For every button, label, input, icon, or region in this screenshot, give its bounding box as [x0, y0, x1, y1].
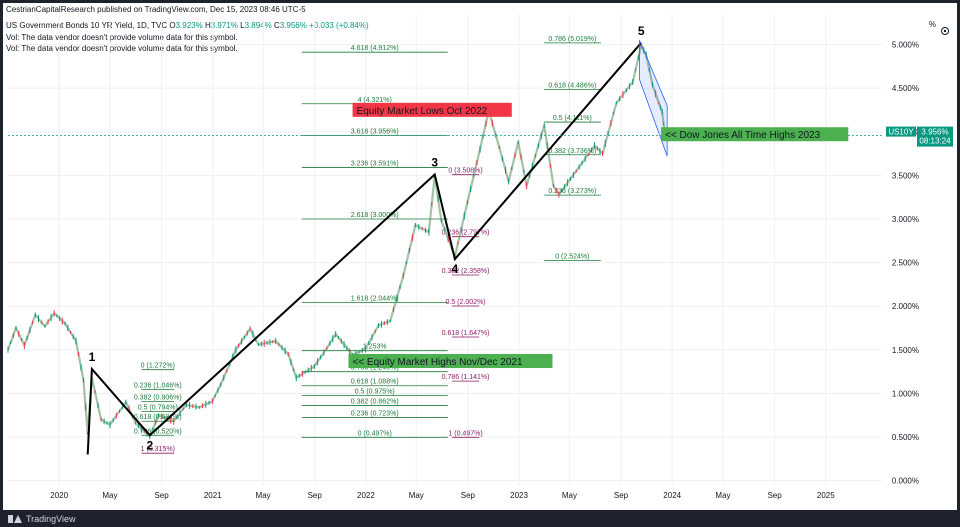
- annotation-label: << Equity Market Highs Nov/Dec 2021: [352, 357, 523, 368]
- fib-level-label: 1.253%: [363, 344, 387, 351]
- fib-level-label: 3.236 (3.591%): [351, 160, 399, 167]
- fib-level-label: 0.382 (0.906%): [134, 395, 182, 402]
- fib-level-label: 0.5 (0.794%): [138, 404, 178, 411]
- brand-label: TradingView: [26, 514, 76, 524]
- x-tick-label: Sep: [614, 491, 629, 500]
- fib-level-label: 0.786 (0.520%): [134, 428, 182, 435]
- fib-level-label: 0 (0.497%): [358, 430, 392, 437]
- fib-level-label: 3.618 (3.956%): [351, 129, 399, 136]
- y-tick-label: 2.500%: [892, 259, 919, 268]
- ohlc-close-key: C: [273, 21, 280, 30]
- wave-label-2: 2: [146, 438, 153, 452]
- x-tick-label: Sep: [767, 491, 782, 500]
- fib-level-label: 0.236 (3.273%): [548, 188, 596, 195]
- price-badge-symbol: US10Y: [888, 128, 914, 137]
- footer-bar: TradingView: [0, 510, 960, 527]
- fib-level-label: 0.786 (1.249%): [351, 365, 399, 372]
- x-tick-label: May: [715, 491, 730, 500]
- fib-level-label: 0.618 (1.088%): [351, 379, 399, 386]
- volume-note-2: Vol: The data vendor doesn't provide vol…: [6, 44, 238, 53]
- ohlc-low-key: L: [240, 21, 245, 30]
- x-tick-label: May: [409, 491, 424, 500]
- price-chart[interactable]: 0.000% 0.500% 1.000% 1.500% 2.000% 2.500% 3.00…: [0, 0, 960, 510]
- ohlc-high: 3.971%: [210, 21, 238, 30]
- ohlc-open-key: O: [169, 21, 176, 30]
- x-tick-label: Sep: [461, 491, 476, 500]
- annotation-box: [352, 102, 512, 117]
- fib-level-label: 4.618 (4.912%): [351, 45, 399, 52]
- fib-level-label: 0.236 (1.046%): [134, 382, 182, 389]
- fib-level-label: 1 (0.315%): [141, 446, 175, 453]
- wave-label-4: 4: [452, 262, 459, 276]
- x-tick-label: May: [562, 491, 577, 500]
- y-tick-label: 0.500%: [892, 433, 919, 442]
- fib-level-label: 0.786 (5.019%): [548, 36, 596, 43]
- fib-level-label: 1 (0.497%): [448, 430, 482, 437]
- tradingview-icon: [8, 515, 22, 523]
- fib-level-label: 1.618 (2.044%): [351, 295, 399, 302]
- descending-channel: [639, 40, 668, 157]
- x-tick-label: 2023: [510, 491, 528, 500]
- fib-level-label: 0.618 (4.486%): [548, 82, 596, 89]
- x-tick-label: Sep: [154, 491, 169, 500]
- fib-level-label: 0 (2.524%): [555, 253, 589, 260]
- y-tick-label: 0.000%: [892, 477, 919, 486]
- x-tick-label: May: [256, 491, 271, 500]
- fib-level-label: 0.5 (4.111%): [553, 115, 592, 122]
- x-tick-label: 2025: [817, 491, 835, 500]
- fib-level-label: 0.382 (3.736%): [548, 148, 596, 155]
- wave-label-5: 5: [638, 24, 645, 38]
- settings-icon[interactable]: [940, 23, 950, 35]
- fib-level-label: 0.236 (0.723%): [351, 411, 399, 418]
- x-tick-label: 2024: [663, 491, 681, 500]
- x-tick-label: 2020: [50, 491, 68, 500]
- ohlc-high-key: H: [204, 21, 211, 30]
- y-tick-label: 1.500%: [892, 346, 919, 355]
- annotation-box: [348, 354, 553, 369]
- elliott-impulse-line: [86, 42, 642, 455]
- price-badge-price: 3.956%: [921, 128, 948, 137]
- y-tick-label: 1.000%: [892, 389, 919, 398]
- fib-level-label: 4 (4.321%): [358, 97, 392, 104]
- wave-label-1: 1: [89, 350, 96, 364]
- y-tick-label: 4.500%: [892, 84, 919, 93]
- fib-level-label: 0.382 (2.358%): [442, 268, 490, 275]
- fib-level-label: 2.618 (3.000%): [351, 212, 399, 219]
- y-tick-label: 2.000%: [892, 302, 919, 311]
- x-tick-label: 2022: [357, 491, 375, 500]
- annotation-box: [661, 127, 849, 142]
- fib-level-label: 0.236 (2.797%): [442, 230, 490, 237]
- ohlc-change: +0.033 (+0.84%): [309, 21, 369, 30]
- volume-note-1: Vol: The data vendor doesn't provide vol…: [6, 33, 238, 42]
- wave-label-3: 3: [431, 155, 438, 169]
- ohlc-close: 3.956%: [279, 21, 307, 30]
- y-tick-label: 3.000%: [892, 215, 919, 224]
- x-tick-label: Sep: [308, 491, 323, 500]
- x-tick-label: 2021: [204, 491, 222, 500]
- fib-level-label: 0 (1.272%): [141, 363, 175, 370]
- symbol-legend[interactable]: US Government Bonds 10 YR Yield, 1D, TVC…: [6, 21, 369, 31]
- y-tick-label: 5.000%: [892, 41, 919, 50]
- x-tick-label: May: [102, 491, 117, 500]
- percent-scale-button[interactable]: %: [928, 20, 936, 29]
- annotation-label: Equity Market Lows Oct 2022: [357, 106, 488, 117]
- fib-level-label: 0.618 (1.647%): [442, 330, 490, 337]
- tradingview-logo[interactable]: TradingView: [8, 514, 76, 524]
- price-badge-symbol-bg: [886, 126, 916, 137]
- price-badge-countdown: 08:13:24: [919, 137, 951, 146]
- symbol-title: US Government Bonds 10 YR Yield, 1D, TVC: [6, 21, 168, 30]
- price-badge-bg: [917, 126, 953, 147]
- fib-level-label: 0.382 (0.862%): [351, 398, 399, 405]
- fib-level-label: 0.786 (1.141%): [442, 374, 490, 381]
- annotation-label: << Dow Jones All Time Highs 2023: [665, 130, 821, 141]
- ohlc-low: 3.894%: [244, 21, 272, 30]
- fib-level-label: 0 (3.508%): [448, 168, 482, 175]
- y-tick-label: 3.500%: [892, 171, 919, 180]
- fib-level-label: 0.5 (0.975%): [355, 389, 395, 396]
- ohlc-open: 3.923%: [175, 21, 203, 30]
- fib-level-label: 0.5 (2.002%): [446, 299, 486, 306]
- publisher-line: CestrianCapitalResearch published on Tra…: [6, 5, 306, 14]
